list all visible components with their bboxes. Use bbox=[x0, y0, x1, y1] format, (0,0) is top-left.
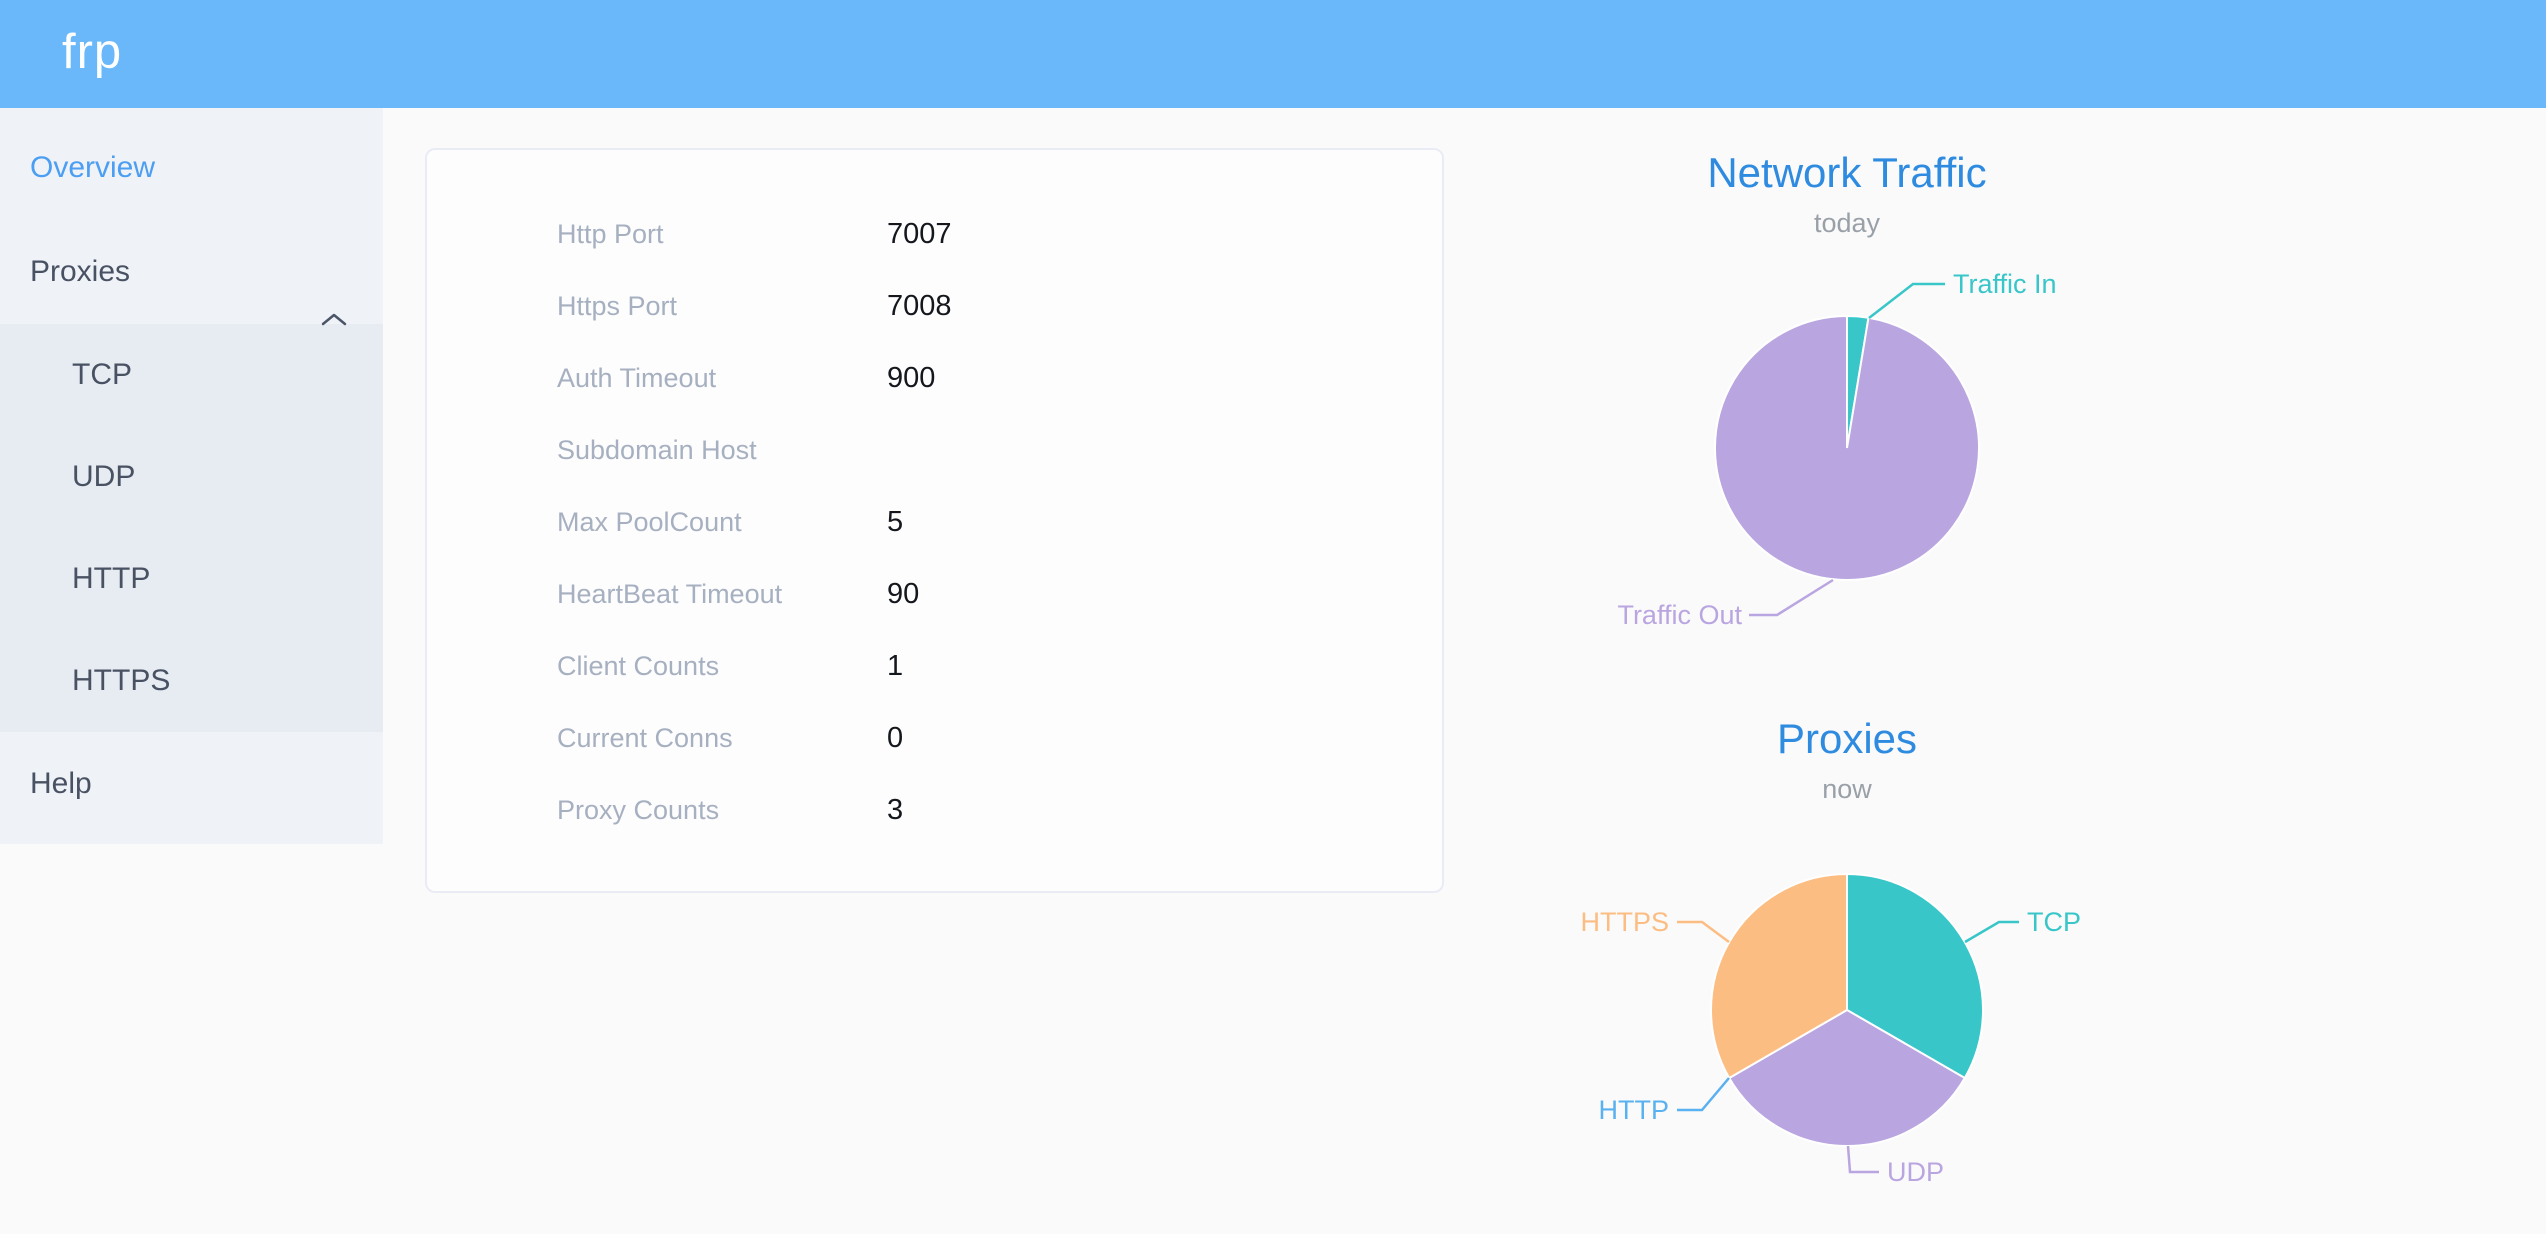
proxies-chart-title: Proxies bbox=[1776, 715, 1918, 762]
https-label-line bbox=[1677, 920, 1730, 944]
server-config-card: Http Port 7007 Https Port 7008 Auth Time… bbox=[425, 148, 1444, 893]
tcp-label: TCP bbox=[2027, 907, 2081, 937]
config-row: HeartBeat Timeout 90 bbox=[427, 558, 1442, 630]
config-row: Http Port 7007 bbox=[427, 198, 1442, 270]
sidebar-item-https-label: HTTPS bbox=[72, 664, 171, 697]
traffic-in-label-line bbox=[1868, 282, 1945, 319]
proxies-submenu: TCP UDP HTTP HTTPS bbox=[0, 324, 383, 732]
config-label: HeartBeat Timeout bbox=[557, 579, 783, 609]
config-value: 900 bbox=[887, 362, 936, 394]
app-logo: frp bbox=[62, 25, 123, 79]
http-label: HTTP bbox=[1599, 1095, 1670, 1125]
network-traffic-subtitle: today bbox=[1813, 208, 1881, 238]
sidebar-item-tcp[interactable]: TCP bbox=[0, 324, 383, 426]
config-label: Subdomain Host bbox=[557, 435, 757, 465]
config-row: Https Port 7008 bbox=[427, 270, 1442, 342]
pie-slice-tcp[interactable] bbox=[1846, 872, 1984, 1080]
sidebar-item-help-label: Help bbox=[30, 767, 92, 800]
http-label-line bbox=[1677, 1077, 1730, 1112]
config-label: Proxy Counts bbox=[557, 795, 720, 825]
sidebar-item-help[interactable]: Help bbox=[0, 732, 383, 836]
config-label: Current Conns bbox=[557, 723, 733, 753]
sidebar-item-udp[interactable]: UDP bbox=[0, 426, 383, 528]
config-label: Client Counts bbox=[557, 651, 720, 681]
config-label: Http Port bbox=[557, 219, 664, 249]
config-value: 0 bbox=[887, 722, 904, 754]
udp-label: UDP bbox=[1887, 1157, 1944, 1187]
sidebar-item-http-label: HTTP bbox=[72, 562, 151, 595]
https-label: HTTPS bbox=[1580, 907, 1669, 937]
network-traffic-title: Network Traffic bbox=[1707, 149, 1987, 196]
sidebar: Overview Proxies TCP UDP HTTP HTTPS Help bbox=[0, 108, 383, 844]
chevron-up-icon bbox=[321, 266, 347, 370]
header: frp bbox=[0, 0, 2546, 108]
sidebar-item-udp-label: UDP bbox=[72, 460, 136, 493]
proxies-slices bbox=[1710, 872, 1984, 1148]
traffic-out-label: Traffic Out bbox=[1617, 600, 1742, 630]
config-row: Subdomain Host bbox=[427, 414, 1442, 486]
sidebar-item-overview-label: Overview bbox=[30, 151, 156, 184]
sidebar-item-overview[interactable]: Overview bbox=[0, 116, 383, 220]
proxies-chart-subtitle: now bbox=[1822, 774, 1872, 804]
sidebar-item-tcp-label: TCP bbox=[72, 358, 132, 391]
config-value: 7008 bbox=[887, 290, 952, 322]
network-traffic-pie-chart: Traffic In Traffic Out bbox=[1617, 269, 2057, 630]
config-row: Proxy Counts 3 bbox=[427, 774, 1442, 846]
sidebar-item-http[interactable]: HTTP bbox=[0, 528, 383, 630]
config-row: Max PoolCount 5 bbox=[427, 486, 1442, 558]
config-row: Current Conns 0 bbox=[427, 702, 1442, 774]
sidebar-item-https[interactable]: HTTPS bbox=[0, 630, 383, 732]
pie-slice-traffic-out[interactable] bbox=[1713, 314, 1980, 581]
config-value: 7007 bbox=[887, 218, 952, 250]
sidebar-item-proxies[interactable]: Proxies bbox=[0, 220, 383, 326]
sidebar-item-proxies-label: Proxies bbox=[30, 255, 131, 288]
config-value: 90 bbox=[887, 578, 920, 610]
tcp-label-line bbox=[1964, 920, 2019, 944]
config-label: Https Port bbox=[557, 291, 678, 321]
config-value: 3 bbox=[887, 794, 904, 826]
network-traffic-slices bbox=[1713, 314, 1980, 581]
udp-label-line bbox=[1846, 1145, 1879, 1174]
proxies-pie-chart: TCP UDP HTTP HTTPS bbox=[1580, 872, 2081, 1187]
config-value: 5 bbox=[887, 506, 904, 538]
config-label: Auth Timeout bbox=[557, 363, 717, 393]
traffic-in-label: Traffic In bbox=[1953, 269, 2057, 299]
pie-slice-https[interactable] bbox=[1710, 872, 1848, 1080]
config-row: Client Counts 1 bbox=[427, 630, 1442, 702]
traffic-out-label-line bbox=[1749, 578, 1834, 617]
config-row: Auth Timeout 900 bbox=[427, 342, 1442, 414]
config-value: 1 bbox=[887, 650, 904, 682]
charts-panel: Network Traffic today Traffic In Traffic… bbox=[1567, 108, 2127, 1234]
config-label: Max PoolCount bbox=[557, 507, 742, 537]
